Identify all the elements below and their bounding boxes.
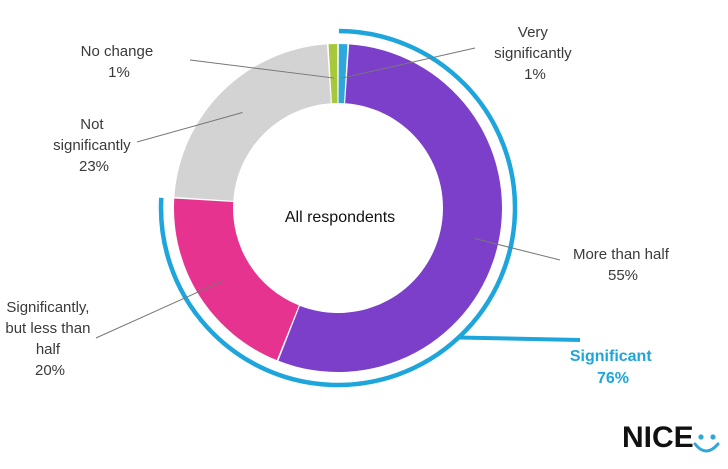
leader-not-significantly: [136, 112, 243, 143]
label-not-significantly: Not significantly 23%: [53, 116, 135, 175]
donut-slices: [174, 44, 503, 373]
label-significantly-less-than-half: Significantly, but less than half 20%: [5, 299, 94, 379]
slice-very-significantly: [338, 44, 348, 104]
slice-not-significantly: [174, 44, 331, 201]
leader-lines: [95, 47, 561, 339]
slice-no-change: [328, 44, 338, 104]
slice-significantly-less-than-half: [174, 198, 299, 361]
label-very-significantly: Very significantly 1%: [494, 24, 576, 83]
logo-text: NICE: [622, 421, 694, 454]
leader-significantly-less-than-half: [95, 279, 225, 339]
nice-logo: NICE: [622, 421, 720, 454]
smile-icon: [693, 434, 720, 453]
significant-bracket-arc: [158, 28, 581, 388]
slice-more-than-half: [278, 44, 503, 373]
leader-no-change: [189, 59, 334, 79]
leader-very-significantly: [341, 47, 476, 79]
significant-group-label: Significant 76%: [570, 348, 656, 387]
leader-more-than-half: [474, 238, 561, 261]
label-no-change: No change 1%: [81, 43, 158, 81]
center-label: All respondents: [285, 209, 395, 226]
label-more-than-half: More than half 55%: [573, 246, 673, 284]
significant-connector: [458, 335, 581, 342]
